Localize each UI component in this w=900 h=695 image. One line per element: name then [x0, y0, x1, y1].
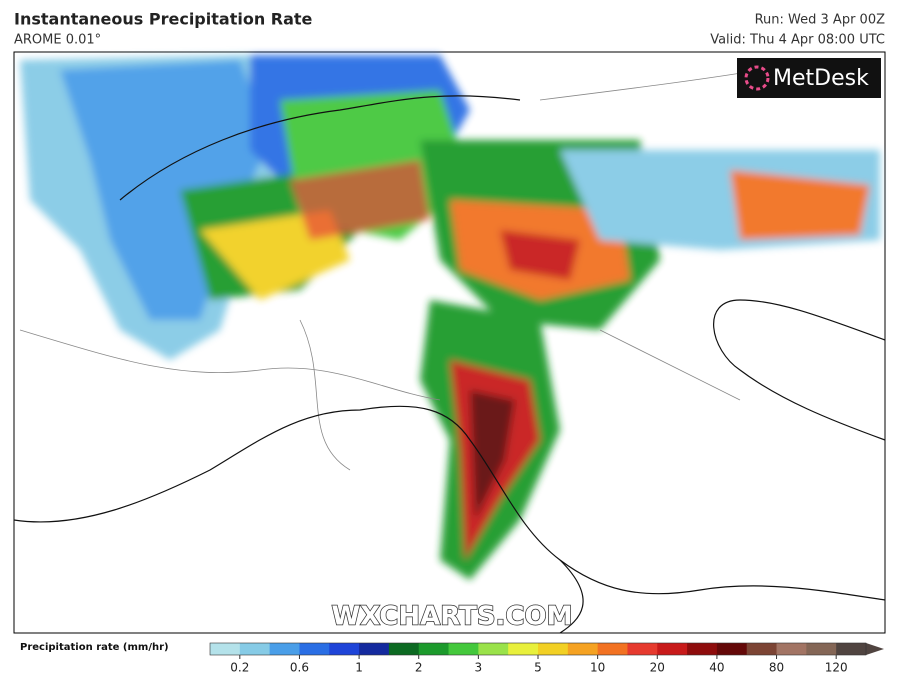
color-swatch [239, 643, 271, 655]
tick-label: 3 [475, 661, 483, 675]
tick-label: 10 [590, 661, 605, 675]
color-swatch [597, 643, 628, 655]
map [13, 51, 886, 634]
tick-label: 0.6 [290, 661, 309, 675]
color-swatch [359, 643, 390, 655]
color-swatch [448, 643, 479, 655]
watermark: WXCHARTS.COM [331, 602, 572, 632]
title: Instantaneous Precipitation Rate [14, 10, 313, 29]
color-swatch [716, 643, 748, 655]
color-swatch [776, 643, 807, 655]
color-swatch [687, 643, 718, 655]
color-swatch [836, 643, 867, 655]
color-arrow [866, 643, 884, 655]
color-swatch [746, 643, 777, 655]
color-swatch [806, 643, 837, 655]
tick-label: 5 [534, 661, 542, 675]
color-swatch [567, 643, 599, 655]
tick-label: 40 [709, 661, 724, 675]
tick-label: 2 [415, 661, 423, 675]
tick-label: 0.2 [230, 661, 249, 675]
tick-label: 1 [355, 661, 363, 675]
legend-label: Precipitation rate (mm/hr) [20, 642, 169, 653]
valid-time: Valid: Thu 4 Apr 08:00 UTC [710, 33, 885, 48]
logo: MetDesk [737, 58, 881, 98]
color-swatch [657, 643, 688, 655]
tick-label: 80 [769, 661, 784, 675]
color-swatch [269, 643, 300, 655]
color-swatch [538, 643, 569, 655]
logo-text: MetDesk [773, 66, 869, 91]
color-swatch [478, 643, 509, 655]
model: AROME 0.01° [14, 33, 101, 48]
color-swatch [508, 643, 539, 655]
legend: Precipitation rate (mm/hr) 0.2 0.6 1 2 3 5 10 2… [20, 642, 884, 675]
tick-label: 120 [825, 661, 848, 675]
run-time: Run: Wed 3 Apr 00Z [755, 13, 885, 28]
tick-label: 20 [650, 661, 665, 675]
color-swatch [418, 643, 449, 655]
color-swatch [627, 643, 658, 655]
color-swatch [299, 643, 330, 655]
color-swatch [329, 643, 360, 655]
color-swatch [210, 643, 241, 655]
color-swatch [388, 643, 420, 655]
